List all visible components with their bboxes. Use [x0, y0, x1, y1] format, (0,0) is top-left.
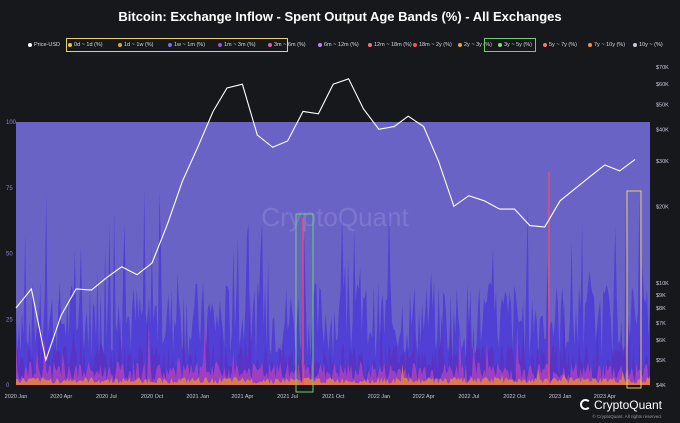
legend: Price-USD 0d ~ 1d (%) 1d ~ 1w (%) 1w ~ 1m (…: [28, 38, 668, 52]
x-axis-tick-label: 2022 Oct: [503, 394, 526, 400]
right-axis-tick-label: $9K: [656, 293, 666, 299]
left-axis-tick-label: 75: [6, 186, 13, 192]
legend-item[interactable]: 1d ~ 1w (%): [118, 38, 154, 52]
right-axis-tick-label: $6K: [656, 338, 666, 344]
x-axis-tick-label: 2022 Jan: [368, 394, 391, 400]
legend-swatch-icon: [28, 42, 32, 47]
legend-label: 10y ~ (%): [639, 42, 663, 48]
legend-swatch-icon: [168, 42, 172, 47]
legend-highlight-box: [484, 38, 536, 52]
legend-label: 3m ~ 6m (%): [274, 42, 306, 48]
legend-highlight-box: [66, 38, 288, 52]
legend-label: 7y ~ 10y (%): [594, 42, 626, 48]
legend-label: 6m ~ 12m (%): [324, 42, 359, 48]
right-axis-tick-label: $5K: [656, 358, 666, 364]
legend-label: 5y ~ 7y (%): [549, 42, 577, 48]
left-axis-tick-label: 100: [6, 120, 17, 126]
x-axis-tick-label: 2021 Apr: [231, 394, 253, 400]
legend-swatch-icon: [588, 42, 592, 47]
legend-label: 18m ~ 2y (%): [419, 42, 452, 48]
legend-swatch-icon: [498, 42, 502, 47]
x-axis-tick-label: 2023 Jan: [549, 394, 572, 400]
right-axis-tick-label: $4K: [656, 383, 666, 389]
left-axis-tick-label: 0: [6, 383, 10, 389]
right-axis-tick-label: $20K: [656, 204, 669, 210]
legend-item[interactable]: 0d ~ 1d (%): [68, 38, 103, 52]
legend-label: 1d ~ 1w (%): [124, 42, 154, 48]
legend-label: 12m ~ 18m (%): [374, 42, 412, 48]
legend-swatch-icon: [368, 42, 372, 47]
right-axis-tick-label: $60K: [656, 82, 669, 88]
legend-item[interactable]: 7y ~ 10y (%): [588, 38, 625, 52]
brand-name: CryptoQuant: [593, 398, 662, 412]
right-axis-tick-label: $8K: [656, 306, 666, 312]
x-axis-tick-label: 2022 Jul: [458, 394, 479, 400]
legend-label: 2y ~ 3y (%): [464, 42, 492, 48]
legend-item[interactable]: 1w ~ 1m (%): [168, 38, 205, 52]
right-axis-tick-label: $30K: [656, 159, 669, 165]
series-area-layer: [16, 190, 650, 385]
brand-logo: CryptoQuant: [579, 398, 662, 412]
legend-label: 0d ~ 1d (%): [74, 42, 103, 48]
legend-swatch-icon: [118, 42, 122, 47]
x-axis-tick-label: 2020 Jan: [5, 394, 28, 400]
right-axis-tick-label: $7K: [656, 321, 666, 327]
series-area-layer: [16, 322, 650, 385]
legend-item[interactable]: 3m ~ 6m (%): [268, 38, 306, 52]
legend-swatch-icon: [268, 42, 272, 47]
legend-item[interactable]: 5y ~ 7y (%): [543, 38, 577, 52]
right-axis-tick-label: $40K: [656, 127, 669, 133]
legend-item[interactable]: 3y ~ 5y (%): [498, 38, 532, 52]
series-area-layer: [16, 293, 650, 385]
x-axis-tick-label: 2020 Oct: [141, 394, 164, 400]
legend-item[interactable]: 18m ~ 2y (%): [413, 38, 452, 52]
highlight-box-0d-1w: [626, 190, 642, 389]
legend-label: Price-USD: [34, 42, 60, 48]
watermark: CryptoQuant: [261, 202, 409, 232]
legend-label: 1w ~ 1m (%): [174, 42, 206, 48]
legend-swatch-icon: [318, 42, 322, 47]
x-axis-tick-label: 2021 Jan: [186, 394, 209, 400]
x-axis-tick-label: 2021 Jul: [277, 394, 298, 400]
legend-label: 3y ~ 5y (%): [504, 42, 532, 48]
x-axis-tick-label: 2022 Apr: [413, 394, 435, 400]
legend-swatch-icon: [633, 42, 637, 47]
legend-swatch-icon: [543, 42, 547, 47]
x-axis-tick-label: 2020 Jul: [96, 394, 117, 400]
legend-swatch-icon: [458, 42, 462, 47]
legend-swatch-icon: [218, 42, 222, 47]
x-axis-tick-label: 2021 Oct: [322, 394, 345, 400]
legend-label: 1m ~ 3m (%): [224, 42, 256, 48]
x-axis-tick-label: 2020 Apr: [50, 394, 72, 400]
highlight-box-3y-5y: [295, 213, 314, 393]
legend-item[interactable]: Price-USD: [28, 38, 60, 52]
cryptoquant-logo-icon: [579, 399, 591, 410]
legend-swatch-icon: [68, 42, 72, 47]
price-line: [15, 78, 636, 363]
x-axis-tick-label: 2023 Apr: [594, 394, 616, 400]
chart-title: Bitcoin: Exchange Inflow - Spent Output …: [118, 9, 562, 24]
left-axis-tick-label: 25: [6, 317, 13, 323]
left-axis-tick-label: 50: [6, 252, 13, 258]
series-area-layer: [16, 364, 650, 385]
legend-item[interactable]: 10y ~ (%): [633, 38, 663, 52]
legend-item[interactable]: 12m ~ 18m (%): [368, 38, 412, 52]
copyright: © CryptoQuant. All rights reserved.: [592, 414, 662, 419]
legend-swatch-icon: [413, 42, 417, 47]
legend-item[interactable]: 6m ~ 12m (%): [318, 38, 359, 52]
right-axis-tick-label: $70K: [656, 65, 669, 71]
right-axis-tick-label: $50K: [656, 102, 669, 108]
legend-item[interactable]: 1m ~ 3m (%): [218, 38, 256, 52]
right-axis-tick-label: $10K: [656, 281, 669, 287]
legend-item[interactable]: 2y ~ 3y (%): [458, 38, 492, 52]
